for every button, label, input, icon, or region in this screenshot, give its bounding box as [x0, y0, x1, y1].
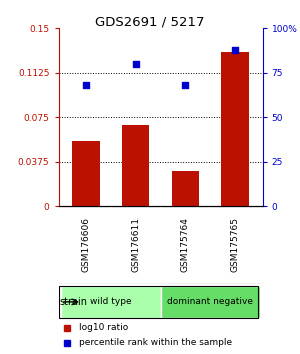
Text: GSM175764: GSM175764: [181, 217, 190, 272]
Bar: [221, 52, 249, 206]
Point: [233, 47, 238, 52]
Bar: [172, 171, 199, 206]
Bar: [72, 141, 100, 206]
Bar: [160, 286, 260, 318]
Text: GSM176606: GSM176606: [81, 217, 90, 273]
Text: GDS2691 / 5217: GDS2691 / 5217: [95, 16, 205, 29]
Text: dominant negative: dominant negative: [167, 297, 253, 306]
Bar: [122, 125, 149, 206]
Text: wild type: wild type: [90, 297, 132, 306]
Point: [83, 82, 88, 88]
Bar: [61, 286, 160, 318]
Point: [133, 61, 138, 67]
Text: GSM176611: GSM176611: [131, 217, 140, 273]
Text: GSM175765: GSM175765: [231, 217, 240, 273]
Text: percentile rank within the sample: percentile rank within the sample: [79, 338, 232, 347]
Text: strain: strain: [59, 297, 87, 307]
Text: log10 ratio: log10 ratio: [79, 323, 128, 332]
Point: [183, 82, 188, 88]
